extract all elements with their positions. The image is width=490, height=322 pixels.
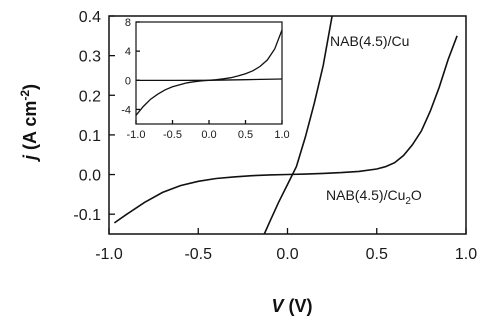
series-line-inset-cu — [136, 78, 283, 82]
annotation-nab-cu: NAB(4.5)/Cu — [330, 33, 409, 49]
annotation-nab-cu2o-sub: 2 — [405, 196, 411, 207]
main-x-tick-label: 1.0 — [455, 246, 477, 263]
y-axis-title-unit-post: ) — [20, 84, 40, 90]
main-x-axis-ticks: -1.0 -0.5 0.0 0.5 1.0 — [95, 228, 477, 263]
main-y-tick-label: 0.4 — [79, 9, 101, 26]
annotation-nab-cu2o-post: O — [411, 187, 422, 203]
inset-x-tick-label: 1.0 — [274, 129, 289, 141]
x-axis-title-symbol: V — [271, 296, 285, 316]
main-y-axis-ticks: -0.1 0.0 0.1 0.2 0.3 0.4 — [73, 9, 115, 224]
main-series-group — [113, 15, 458, 235]
series-line-cu — [263, 15, 333, 235]
main-x-tick-label: 0.5 — [366, 246, 388, 263]
inset-x-axis-ticks: -1.0 -0.5 0.0 0.5 1.0 — [127, 120, 290, 141]
y-axis-title-unit-pre: (A cm — [20, 101, 40, 155]
y-axis-title-unit-sup: -2 — [18, 90, 32, 101]
main-x-tick-label: -0.5 — [184, 246, 212, 263]
inset-x-tick-label: -0.5 — [163, 129, 182, 141]
x-axis-title-unit: (V) — [284, 296, 313, 316]
main-y-tick-label: 0.1 — [79, 128, 101, 145]
annotation-nab-cu2o: NAB(4.5)/Cu2O — [326, 187, 422, 207]
inset-y-tick-label: 4 — [125, 46, 131, 58]
inset-x-tick-label: -1.0 — [127, 129, 146, 141]
inset-y-tick-label: 8 — [125, 17, 131, 29]
main-x-tick-label: 0.0 — [276, 246, 298, 263]
inset-y-tick-label: 0 — [125, 75, 131, 87]
annotation-nab-cu2o-pre: NAB(4.5)/Cu — [326, 187, 405, 203]
main-plot-area: -1.0 -0.5 0.0 0.5 1.0 -0.1 0.0 0.1 0.2 0.3 0.4 — [73, 9, 477, 263]
main-y-tick-label: 0.0 — [79, 168, 101, 185]
inset-series-group — [135, 29, 283, 116]
inset-y-tick-label: -4 — [121, 104, 131, 116]
main-x-tick-label: -1.0 — [95, 246, 123, 263]
main-y-tick-label: 0.3 — [79, 49, 101, 66]
series-line-cu2o — [113, 35, 458, 224]
inset-plot-frame — [135, 21, 283, 125]
x-axis-title: V (V) — [271, 296, 312, 316]
inset-x-tick-label: 0.5 — [238, 129, 253, 141]
inset-x-tick-label: 0.0 — [201, 129, 216, 141]
inset-plot-area: -1.0 -0.5 0.0 0.5 1.0 -4 0 4 8 — [121, 17, 289, 141]
main-y-tick-label: 0.2 — [79, 88, 101, 105]
main-y-tick-label: -0.1 — [73, 207, 101, 224]
y-axis-title-symbol: j — [20, 154, 40, 162]
y-axis-title: j (A cm-2) — [18, 84, 40, 162]
